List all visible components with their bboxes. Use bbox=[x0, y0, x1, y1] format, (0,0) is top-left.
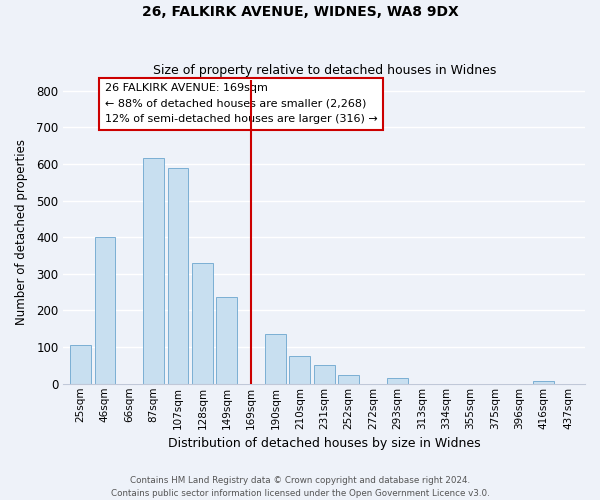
Bar bbox=[217, 296, 237, 384]
Bar bbox=[314, 366, 335, 384]
Text: 26 FALKIRK AVENUE: 169sqm
← 88% of detached houses are smaller (2,268)
12% of se: 26 FALKIRK AVENUE: 169sqm ← 88% of detac… bbox=[105, 83, 377, 124]
Bar bbox=[265, 334, 286, 384]
Y-axis label: Number of detached properties: Number of detached properties bbox=[15, 138, 28, 324]
Text: Contains HM Land Registry data © Crown copyright and database right 2024.
Contai: Contains HM Land Registry data © Crown c… bbox=[110, 476, 490, 498]
Bar bbox=[533, 381, 554, 384]
Bar bbox=[338, 374, 359, 384]
Bar bbox=[289, 356, 310, 384]
Bar bbox=[192, 263, 213, 384]
Bar bbox=[387, 378, 407, 384]
Bar bbox=[143, 158, 164, 384]
X-axis label: Distribution of detached houses by size in Widnes: Distribution of detached houses by size … bbox=[168, 437, 481, 450]
Bar bbox=[167, 168, 188, 384]
Bar bbox=[95, 237, 115, 384]
Title: Size of property relative to detached houses in Widnes: Size of property relative to detached ho… bbox=[152, 64, 496, 77]
Text: 26, FALKIRK AVENUE, WIDNES, WA8 9DX: 26, FALKIRK AVENUE, WIDNES, WA8 9DX bbox=[142, 5, 458, 19]
Bar bbox=[70, 346, 91, 384]
